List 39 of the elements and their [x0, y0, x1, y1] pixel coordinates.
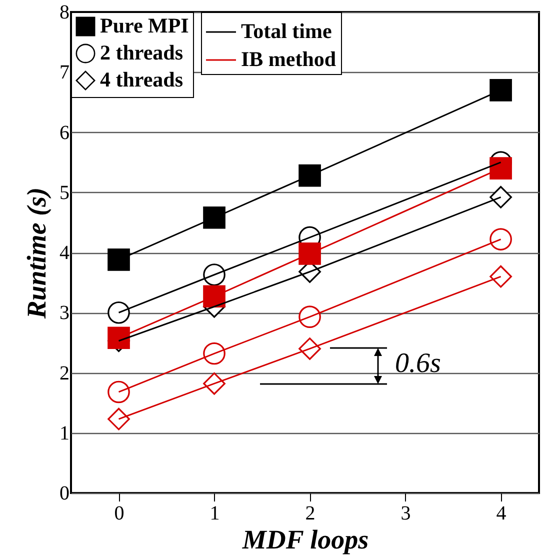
point [108, 408, 130, 430]
x-tick-label: 4 [496, 502, 506, 524]
point [203, 206, 226, 229]
point [490, 265, 512, 288]
y-tick-label: 5 [60, 182, 70, 204]
y-tick-label: 4 [60, 242, 70, 264]
point [298, 242, 321, 265]
point [203, 264, 226, 286]
legend-label: 2 threads [100, 40, 184, 64]
point [108, 301, 130, 324]
point [108, 380, 130, 404]
x-tick-label: 2 [305, 502, 316, 524]
point [490, 228, 512, 250]
y-tick-label: 0 [60, 482, 70, 504]
x-axis-title: MDF loops [241, 524, 369, 554]
point [490, 186, 512, 208]
point [490, 78, 512, 102]
annotation: 0.6s [395, 348, 441, 379]
point [108, 326, 130, 350]
point [298, 306, 321, 328]
y-tick-label: 2 [60, 362, 70, 384]
y-axis-title: Runtime (s) [22, 187, 52, 320]
point [298, 164, 321, 187]
point [108, 248, 130, 271]
y-tick-label: 1 [60, 422, 70, 444]
y-tick-label: 8 [60, 2, 70, 24]
y-tick-label: 6 [60, 122, 70, 144]
annotation: Total time [241, 19, 332, 43]
y-tick-label: 7 [60, 62, 70, 84]
y-tick-label: 3 [60, 302, 70, 324]
point [490, 157, 512, 180]
point [203, 342, 226, 365]
x-tick-label: 0 [114, 502, 124, 524]
legend-label: Pure MPI [100, 14, 189, 38]
x-tick-label: 3 [400, 502, 411, 524]
point [203, 285, 226, 308]
annotation: IB method [241, 47, 336, 71]
legend-label: 4 threads [100, 68, 184, 92]
x-tick-label: 1 [210, 502, 220, 524]
